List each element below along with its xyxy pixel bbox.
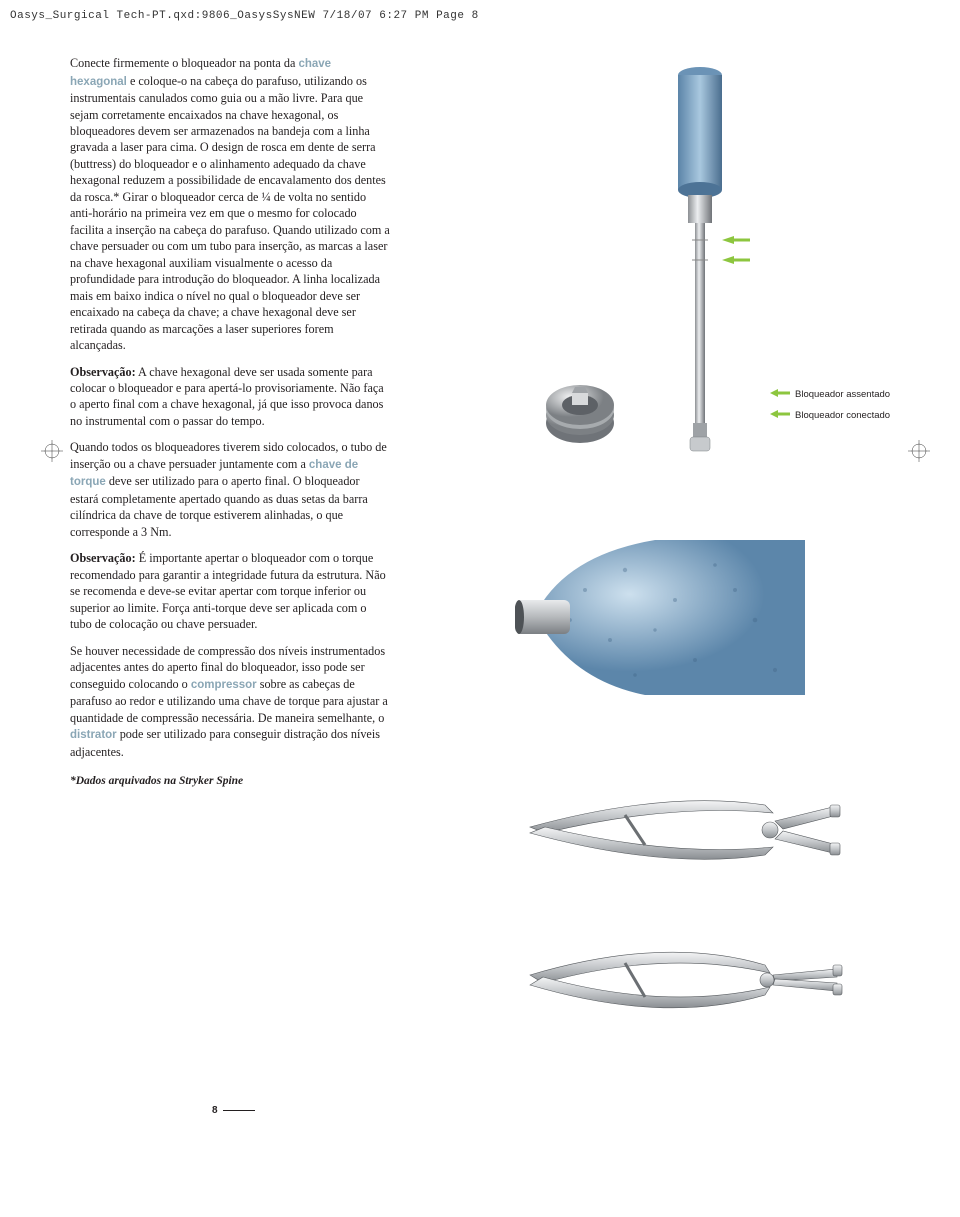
- callout-connected-label: Bloqueador conectado: [795, 410, 890, 421]
- callout-connected: Bloqueador conectado: [770, 410, 890, 421]
- keyword-distrator: distrator: [70, 729, 117, 741]
- figure-distractor: [515, 925, 845, 1035]
- paragraph-5: Se houver necessidade de compressão dos …: [70, 643, 390, 760]
- paragraph-3: Quando todos os bloqueadores tiverem sid…: [70, 439, 390, 540]
- p5-text-c: pode ser utilizado para conseguir distra…: [70, 727, 380, 759]
- page-number-rule: [223, 1110, 255, 1111]
- arrow-icon: [770, 410, 790, 421]
- paragraph-2: Observação: A chave hexagonal deve ser u…: [70, 364, 390, 430]
- paragraph-4: Observação: É importante apertar o bloqu…: [70, 550, 390, 632]
- arrow-icon: [770, 389, 790, 400]
- page-content: Conecte firmemente o bloqueador na ponta…: [70, 55, 890, 800]
- page-number: 8: [212, 1105, 255, 1116]
- figure-handle-closeup: [515, 540, 805, 695]
- p1-text-a: Conecte firmemente o bloqueador na ponta…: [70, 56, 298, 70]
- p1-text-b: e coloque-o na cabeça do parafuso, utili…: [70, 74, 390, 353]
- footnote: *Dados arquivados na Stryker Spine: [70, 774, 390, 790]
- registration-mark-left: [41, 440, 63, 462]
- keyword-compressor: compressor: [191, 679, 257, 691]
- registration-mark-right: [908, 440, 930, 462]
- prepress-header: Oasys_Surgical Tech-PT.qxd:9806_OasysSys…: [10, 10, 479, 22]
- body-text-column: Conecte firmemente o bloqueador na ponta…: [70, 55, 390, 790]
- page-number-value: 8: [212, 1105, 218, 1116]
- figure-locker: [530, 365, 630, 450]
- callout-seated-label: Bloqueador assentado: [795, 389, 890, 400]
- paragraph-1: Conecte firmemente o bloqueador na ponta…: [70, 55, 390, 354]
- obs-label-2: Observação:: [70, 551, 136, 565]
- p3-text-b: deve ser utilizado para o aperto final. …: [70, 474, 368, 538]
- driver-callouts: Bloqueador assentado Bloqueador conectad…: [770, 389, 890, 431]
- figure-compressor: [515, 775, 845, 885]
- callout-seated: Bloqueador assentado: [770, 389, 890, 400]
- figure-hex-driver: [640, 65, 760, 455]
- obs-label-1: Observação:: [70, 365, 136, 379]
